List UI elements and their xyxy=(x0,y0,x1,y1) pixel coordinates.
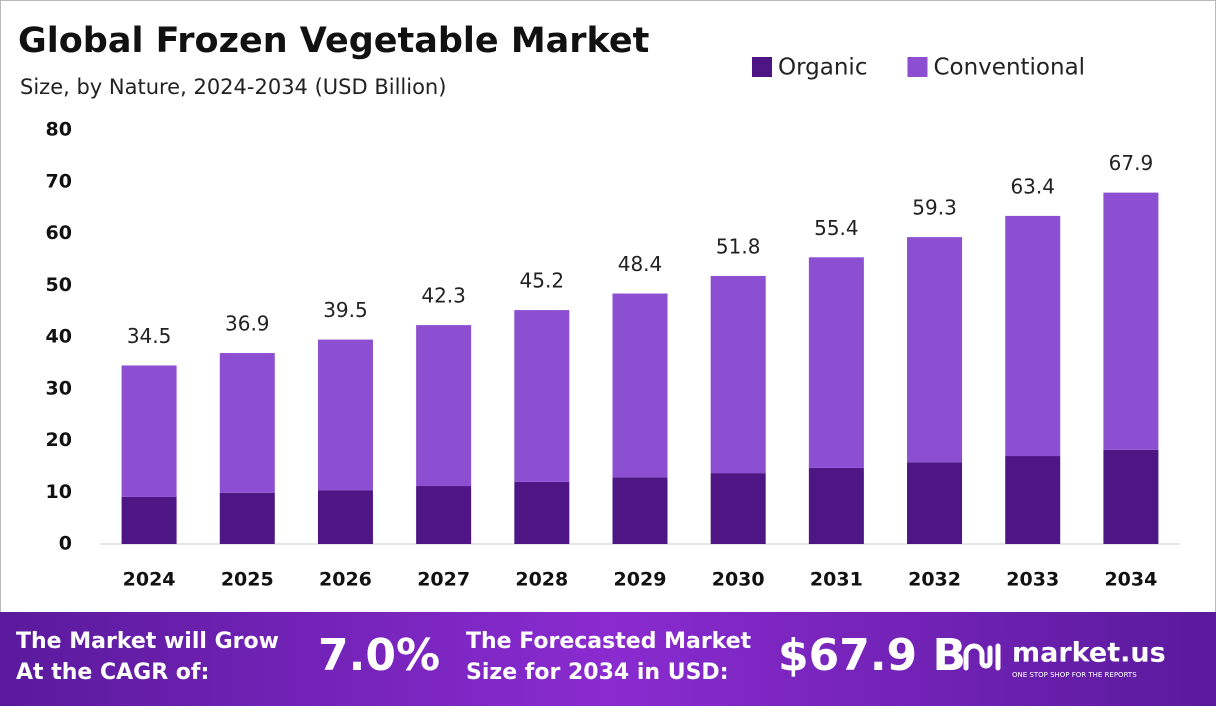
x-tick-label: 2034 xyxy=(1104,569,1157,591)
total-label: 67.9 xyxy=(1109,151,1154,175)
y-tick-label: 20 xyxy=(46,429,72,451)
bar-segment xyxy=(317,339,373,491)
legend-swatch xyxy=(907,57,928,77)
legend-swatch xyxy=(752,57,772,77)
y-tick-label: 70 xyxy=(46,170,72,192)
bar-segment xyxy=(121,365,177,497)
footer-text: Size for 2034 in USD: xyxy=(466,660,729,685)
bar-segment xyxy=(907,462,963,544)
bar-segment xyxy=(219,353,275,493)
bar-segment xyxy=(1005,456,1061,544)
x-tick-label: 2029 xyxy=(614,569,667,591)
total-label: 55.4 xyxy=(814,216,859,240)
total-label: 36.9 xyxy=(225,312,270,336)
bar-segment xyxy=(121,496,177,544)
footer-text: The Market will Grow xyxy=(16,629,279,654)
total-label: 51.8 xyxy=(716,234,761,258)
x-tick-label: 2027 xyxy=(417,569,470,591)
total-label: 59.3 xyxy=(912,196,957,220)
bar-segment xyxy=(1103,449,1159,544)
x-tick-label: 2025 xyxy=(221,569,274,591)
bar-segment xyxy=(514,310,570,482)
brand: market.us xyxy=(1012,638,1166,669)
bar-segment xyxy=(808,257,864,468)
legend-label: Conventional xyxy=(933,55,1085,81)
total-label: 34.5 xyxy=(127,324,172,348)
bar-segment xyxy=(1103,192,1159,450)
bar-segment xyxy=(514,481,570,544)
x-tick-label: 2028 xyxy=(515,569,568,591)
footer-text: The Forecasted Market xyxy=(466,629,752,654)
bar-segment xyxy=(612,477,668,544)
total-label: 45.2 xyxy=(520,269,565,293)
y-tick-label: 60 xyxy=(46,222,72,244)
y-tick-label: 30 xyxy=(46,377,72,399)
logo-icon xyxy=(963,643,1001,671)
x-tick-label: 2024 xyxy=(123,569,176,591)
bar-segment xyxy=(808,467,864,544)
x-tick-label: 2026 xyxy=(319,569,372,591)
bar-segment xyxy=(317,490,373,544)
bar-segment xyxy=(219,492,275,544)
y-tick-label: 0 xyxy=(59,533,72,555)
bar-segment xyxy=(907,237,963,463)
y-tick-label: 10 xyxy=(46,481,72,503)
y-tick-label: 50 xyxy=(46,274,72,296)
x-tick-label: 2031 xyxy=(810,569,863,591)
x-tick-label: 2033 xyxy=(1006,569,1059,591)
y-tick-label: 80 xyxy=(46,119,72,141)
x-tick-label: 2030 xyxy=(712,569,765,591)
footer-band xyxy=(0,612,1216,706)
bar-segment xyxy=(710,473,766,544)
chart-title: Global Frozen Vegetable Market xyxy=(18,21,649,61)
total-label: 42.3 xyxy=(421,284,466,308)
bar-segment xyxy=(1005,215,1061,457)
cagr-value: 7.0% xyxy=(318,630,440,681)
x-tick-label: 2032 xyxy=(908,569,961,591)
total-label: 39.5 xyxy=(323,298,368,322)
total-label: 48.4 xyxy=(618,252,663,276)
bar-segment xyxy=(416,486,472,544)
bar-segment xyxy=(416,325,472,487)
chart-subtitle: Size, by Nature, 2024-2034 (USD Billion) xyxy=(20,75,446,99)
bar-segment xyxy=(710,275,766,474)
total-label: 63.4 xyxy=(1010,174,1055,198)
bar-segment xyxy=(612,293,668,478)
legend-label: Organic xyxy=(778,55,867,81)
forecast-value: $67.9 B xyxy=(778,630,966,681)
footer-text: At the CAGR of: xyxy=(16,660,209,685)
y-tick-label: 40 xyxy=(46,326,72,348)
tagline: ONE STOP SHOP FOR THE REPORTS xyxy=(1012,671,1137,679)
